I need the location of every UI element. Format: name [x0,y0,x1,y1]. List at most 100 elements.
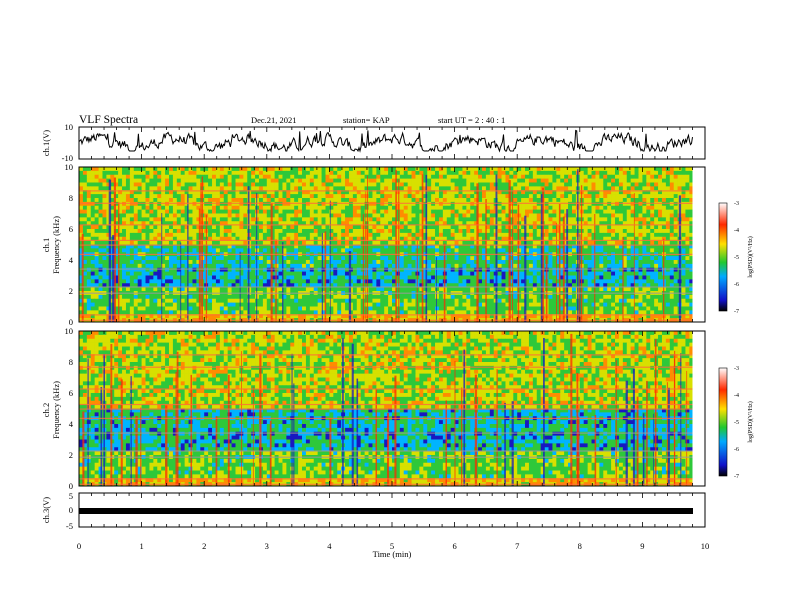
spectrogram-cell [243,221,248,226]
spectrogram-cell [575,167,581,172]
spectrogram-cell [658,275,663,280]
spectrogram-cell [626,178,631,183]
spectrogram-cell [102,279,107,284]
spectrogram-cell [458,267,463,272]
spectrogram-cell [231,167,236,172]
spectrogram-cell [188,209,193,214]
spectrogram-cell [403,263,408,269]
spectrogram-cell [384,240,389,245]
spectrogram-cell [376,267,381,272]
spectrogram-cell [403,201,408,207]
spectrogram-cell [168,263,174,269]
spectrogram-cell [137,198,142,203]
spectrogram-cell [348,178,354,183]
spectrogram-cell [536,263,541,269]
spectrogram-cell [536,205,541,210]
spectrogram-cell [395,190,401,195]
spectrogram-cell [544,182,549,187]
spectrogram-cell [466,186,471,191]
spectrogram-cell [317,240,322,245]
spectrogram-cell [172,217,178,222]
spectrogram-cell [141,279,146,284]
spectrogram-cell [94,271,99,276]
spectrogram-cell [411,186,416,191]
spectrogram-cell [673,190,678,195]
spectrogram-cell [595,267,600,272]
spectrogram-cell [294,217,299,222]
spectrogram-cell [133,198,138,203]
spectrogram-cell [642,240,647,245]
spectrogram-cell [368,275,373,280]
spectrogram-cell [137,194,142,199]
spectrogram-cell [415,198,420,203]
spectrogram-cell [689,229,694,234]
spectrogram-cell [153,198,158,203]
spectrogram-cell [235,178,240,183]
spectrogram-cell [376,221,381,226]
spectrogram-cell [446,201,451,207]
spectrogram-cell [90,267,95,272]
spectrogram-cell [611,205,616,210]
spectrogram-cell [298,221,303,226]
spectrogram-cell [204,194,209,199]
spectrogram-cell [454,174,459,179]
spectrogram-cell [258,236,264,241]
spectrogram-cell [642,174,647,179]
spectrogram-cell [587,232,592,238]
spectrogram-cell [544,213,549,218]
spectrogram-cell [634,225,639,230]
spectrogram-cell [513,225,518,230]
spectrogram-cell [274,221,279,226]
spectrogram-cell [282,229,287,234]
spectrogram-cell [341,209,346,214]
spectrogram-cell [153,236,158,241]
spectrogram-cell [298,267,303,272]
spectrogram-cell [98,240,103,245]
spectrogram-cell [618,174,624,179]
spectrogram-cell [94,186,99,191]
spectrogram-cell [685,248,690,253]
spectrogram-cell [407,271,412,276]
spectrogram-cell [274,236,279,241]
spectrogram-cell [341,267,346,272]
spectrogram-cell [673,260,678,265]
spectrogram-cell [161,186,166,191]
spectrogram-cell [102,167,107,172]
spectrogram-cell [227,263,232,269]
spectrogram-cell [442,178,448,183]
spectrogram-cell [654,263,659,269]
spectrogram-cell [544,217,549,222]
spectrogram-cell [348,201,354,207]
spectrogram-cell [176,217,182,222]
spectrogram-cell [165,236,170,241]
spectrogram-cell [615,248,620,253]
spectrogram-cell [125,198,131,203]
spectrogram-cell [141,263,146,269]
spectrogram-cell [489,232,495,238]
spectrogram-cell [611,248,616,253]
spectrogram-cell [646,182,651,187]
spectrogram-cell [446,198,451,203]
spectrogram-cell [501,167,506,172]
spectrogram-cell [595,167,600,172]
spectrogram-cell [517,194,522,199]
spectrogram-cell [528,170,534,176]
spectrogram-cell [431,240,436,245]
spectrogram-cell [525,225,530,230]
spectrogram-cell [137,205,142,210]
spectrogram-cell [497,167,502,172]
spectrogram-cell [458,190,463,195]
spectrogram-cell [168,271,174,276]
spectrogram-cell [560,186,565,191]
spectrogram-cell [505,190,510,195]
spectrogram-cell [571,174,577,179]
spectrogram-cell [669,256,674,261]
spectrogram-cell [618,201,624,207]
spectrogram-cell [348,205,354,210]
spectrogram-cell [274,167,279,172]
spectrogram-cell [329,232,334,238]
spectrogram-cell [278,178,283,183]
spectrogram-cell [329,229,334,234]
spectrogram-cell [481,201,487,207]
spectrogram-cell [313,236,318,241]
